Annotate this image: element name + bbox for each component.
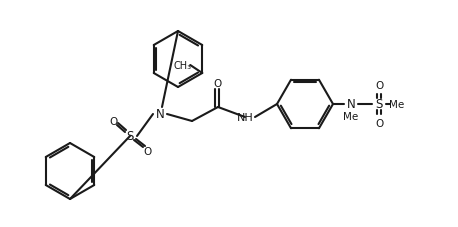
- Text: O: O: [109, 116, 117, 126]
- Text: CH₃: CH₃: [173, 61, 191, 71]
- Text: S: S: [126, 130, 134, 143]
- Text: O: O: [375, 118, 383, 128]
- Text: O: O: [143, 146, 151, 156]
- Text: N: N: [347, 98, 355, 111]
- Text: S: S: [375, 98, 383, 111]
- Text: Me: Me: [389, 100, 404, 109]
- Text: O: O: [214, 79, 222, 89]
- Text: N: N: [156, 108, 164, 121]
- Text: Me: Me: [344, 111, 359, 121]
- Text: O: O: [375, 81, 383, 91]
- Text: NH: NH: [237, 113, 253, 122]
